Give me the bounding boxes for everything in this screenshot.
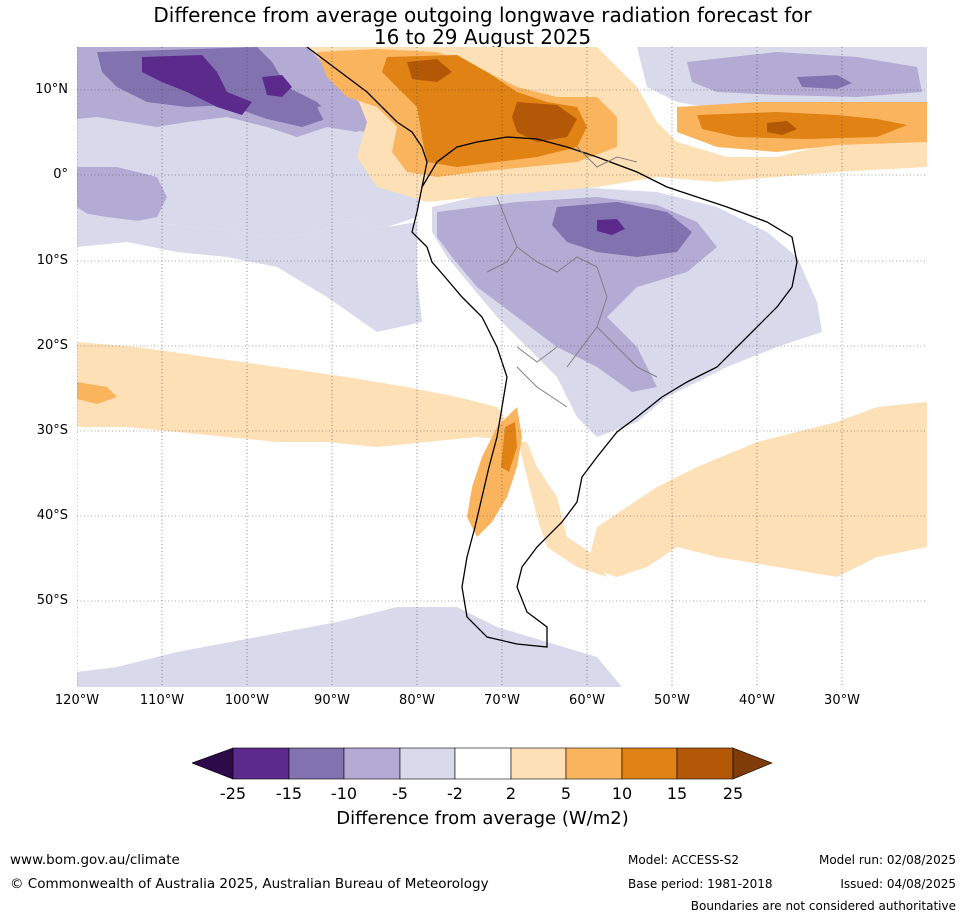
colorbar-segment-1: [232, 747, 290, 780]
lat-label-40s: 40°S: [36, 508, 68, 523]
colorbar-label: -2: [447, 784, 463, 803]
coastline-central-america: [306, 47, 428, 188]
title-line-1: Difference from average outgoing longwav…: [153, 3, 812, 27]
colorbar-segment-5: [454, 747, 512, 780]
anomaly-neg-10-atlantic-north: [797, 75, 852, 89]
colorbar-segment-4: [399, 747, 456, 780]
colorbar-label: 5: [560, 784, 572, 803]
anomaly-neg-2-southern-ocean: [77, 607, 622, 687]
lon-label-70w: 70°W: [484, 693, 520, 708]
title-line-2: 16 to 29 August 2025: [373, 25, 592, 49]
lon-label-110w: 110°W: [139, 693, 185, 708]
anomaly-neg-15-amazon: [597, 219, 625, 235]
map-title: Difference from average outgoing longwav…: [0, 4, 965, 48]
anomaly-neg-5-eastern-pacific: [77, 167, 167, 225]
border-lines: [486, 146, 658, 408]
lat-label-20s: 20°S: [36, 338, 68, 353]
colorbar-label: 15: [666, 784, 688, 803]
colorbar-segment-7: [565, 747, 623, 780]
map-panel[interactable]: [77, 47, 927, 687]
colorbar-segment-8: [621, 747, 678, 780]
lon-label-120w: 120°W: [54, 693, 100, 708]
colorbar-segment-3: [343, 747, 401, 780]
colorbar-label: -10: [330, 784, 358, 803]
anomaly-neg-15-north-pacific: [142, 55, 252, 115]
colorbar-segment-2: [288, 747, 345, 780]
anomaly-pos-10-andes: [501, 422, 517, 472]
lon-label-100w: 100°W: [224, 693, 270, 708]
colorbar-label: -25: [219, 784, 247, 803]
boundaries-note: Boundaries are not considered authoritat…: [690, 899, 956, 913]
anomaly-neg-5-atlantic-north: [687, 52, 922, 97]
lon-label-50w: 50°W: [654, 693, 690, 708]
anomaly-pos-2-south-atlantic: [587, 402, 927, 577]
website-link[interactable]: www.bom.gov.au/climate: [10, 852, 180, 868]
colorbar-label: -15: [275, 784, 303, 803]
lat-label-50s: 50°S: [36, 593, 68, 608]
colorbar-segment-6: [510, 747, 567, 780]
anomaly-pos-10-tropical-atlantic: [697, 112, 907, 139]
lon-label-40w: 40°W: [739, 693, 775, 708]
lon-label-60w: 60°W: [569, 693, 605, 708]
base-period: Base period: 1981-2018: [628, 877, 773, 891]
lon-label-30w: 30°W: [824, 693, 860, 708]
anomaly-pos-2-southeast-pacific: [77, 342, 607, 577]
colorbar-extend-low: [192, 747, 234, 780]
lon-label-80w: 80°W: [399, 693, 435, 708]
lon-label-90w: 90°W: [314, 693, 350, 708]
anomaly-pos-15-tropical-atlantic: [767, 121, 797, 135]
colorbar-label: 2: [505, 784, 517, 803]
anomaly-pos-15-central-america: [407, 59, 452, 82]
anomaly-pos-15-caribbean: [512, 102, 577, 142]
colorbar-label: 25: [722, 784, 744, 803]
lat-label-30s: 30°S: [36, 423, 68, 438]
model-run-date: Model run: 02/08/2025: [818, 853, 956, 867]
colorbar-segment-9: [676, 747, 734, 780]
lat-label-10n: 10°N: [35, 82, 68, 97]
copyright-notice: © Commonwealth of Australia 2025, Austra…: [10, 876, 489, 892]
coastline-south-america: [411, 136, 798, 648]
anomaly-map: [77, 47, 927, 687]
lat-label-10s: 10°S: [36, 253, 68, 268]
colorbar-extend-high: [732, 747, 773, 780]
model-name: Model: ACCESS-S2: [628, 853, 740, 867]
anomaly-neg-15-north-pacific-spot: [262, 75, 292, 97]
lat-label-0: 0°: [53, 167, 68, 182]
anomaly-neg-5-caribbean-spot: [317, 102, 372, 132]
anomaly-pos-5-southeast-pacific: [77, 382, 117, 404]
issued-date: Issued: 04/08/2025: [840, 877, 956, 891]
colorbar-title: Difference from average (W/m2): [336, 808, 629, 829]
anomaly-neg-2-tropical-pacific: [77, 212, 422, 332]
colorbar: [192, 747, 773, 780]
colorbar-label: -5: [392, 784, 408, 803]
colorbar-label: 10: [611, 784, 633, 803]
